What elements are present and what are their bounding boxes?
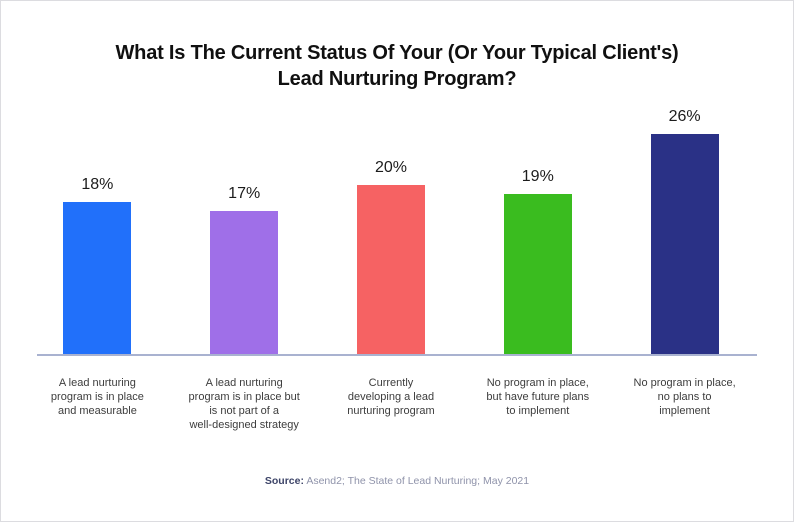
bar-2 bbox=[210, 210, 279, 355]
bar-4 bbox=[503, 193, 572, 355]
bar-value-label: 20% bbox=[374, 159, 407, 176]
bar-5 bbox=[650, 134, 719, 355]
category-label-2: A lead nurturing program is in place but… bbox=[188, 377, 300, 431]
bar-column-4: 19% bbox=[464, 167, 611, 355]
x-axis-line bbox=[37, 354, 757, 356]
chart-title: What Is The Current Status Of Your (Or Y… bbox=[1, 40, 793, 92]
bar-1 bbox=[63, 202, 132, 355]
x-axis-category-labels: A lead nurturing program is in place and… bbox=[24, 376, 758, 432]
bar-value-label: 26% bbox=[668, 108, 701, 125]
bar-3 bbox=[356, 185, 425, 355]
source-text: Asend2; The State of Lead Nurturing; May… bbox=[306, 475, 530, 487]
bar-value-label: 18% bbox=[81, 176, 114, 193]
source-label: Source: bbox=[264, 475, 304, 487]
bar-column-3: 20% bbox=[318, 159, 465, 355]
category-label-1: A lead nurturing program is in place and… bbox=[50, 377, 144, 417]
bar-value-label: 17% bbox=[228, 184, 261, 202]
bar-value-label: 19% bbox=[521, 167, 554, 185]
category-label-5: No program in place, no plans to impleme… bbox=[633, 377, 736, 417]
bar-chart-plot-area: 18% 17% 20% 19% 26% bbox=[24, 105, 758, 355]
chart-title-line1: What Is The Current Status Of Your (Or Y… bbox=[115, 42, 679, 64]
bar-column-1: 18% bbox=[24, 176, 171, 355]
source-note: Source: Asend2; The State of Lead Nurtur… bbox=[1, 474, 793, 488]
category-label-4: No program in place, but have future pla… bbox=[486, 377, 590, 417]
bar-column-5: 26% bbox=[611, 108, 758, 355]
category-label-3: Currently developing a lead nurturing pr… bbox=[347, 377, 435, 417]
bar-column-2: 17% bbox=[171, 184, 318, 355]
chart-title-line2: Lead Nurturing Program? bbox=[277, 68, 517, 90]
